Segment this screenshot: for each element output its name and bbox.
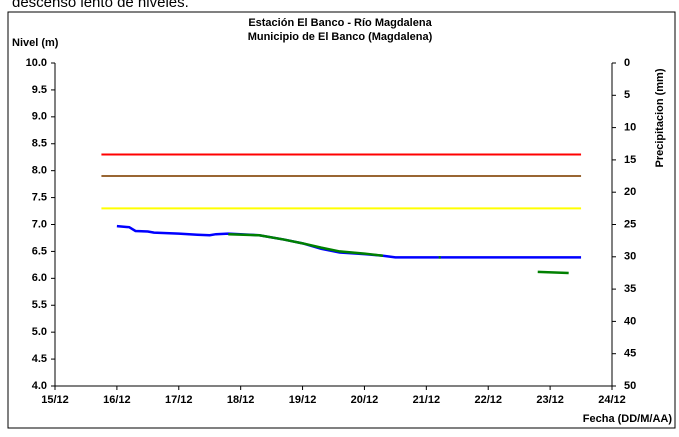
- x-tick-label: 19/12: [289, 394, 317, 406]
- x-tick-label: 23/12: [536, 394, 564, 406]
- y2-tick-label: 50: [624, 380, 636, 392]
- y2-axis-label: Precipitacion (mm): [654, 68, 666, 167]
- y-tick-label: 6.5: [32, 245, 47, 257]
- y2-tick-label: 45: [624, 348, 636, 360]
- x-tick-label: 21/12: [413, 394, 441, 406]
- y2-tick-label: 10: [624, 122, 636, 134]
- y-tick-label: 6.0: [32, 272, 47, 284]
- y2-tick-label: 0: [624, 57, 630, 69]
- x-tick-label: 17/12: [165, 394, 193, 406]
- y-tick-label: 4.0: [32, 380, 47, 392]
- x-axis-label: Fecha (DD/M/AA): [583, 413, 673, 425]
- y-axis-label: Nivel (m): [12, 37, 59, 49]
- x-tick-label: 20/12: [351, 394, 379, 406]
- y-tick-label: 9.5: [32, 84, 47, 96]
- y2-tick-label: 5: [624, 89, 630, 101]
- caption: descenso lento de niveles.: [12, 0, 189, 11]
- y-tick-label: 8.0: [32, 165, 47, 177]
- chart-frame: [7, 11, 676, 429]
- y2-tick-label: 25: [624, 218, 636, 230]
- y2-tick-label: 20: [624, 186, 636, 198]
- y2-tick-label: 15: [624, 154, 636, 166]
- x-tick-label: 24/12: [598, 394, 626, 406]
- y2-tick-label: 30: [624, 251, 636, 263]
- y-tick-label: 7.0: [32, 218, 47, 230]
- x-tick-label: 18/12: [227, 394, 255, 406]
- y-tick-label: 7.5: [32, 191, 47, 203]
- y-tick-label: 5.5: [32, 299, 47, 311]
- y-tick-label: 8.5: [32, 138, 47, 150]
- series-line: [228, 232, 569, 275]
- chart-title: Estación El Banco - Río Magdalena: [248, 17, 432, 29]
- y2-tick-label: 40: [624, 315, 636, 327]
- x-tick-label: 22/12: [474, 394, 502, 406]
- x-tick-label: 16/12: [103, 394, 131, 406]
- chart-subtitle: Municipio de El Banco (Magdalena): [248, 31, 433, 43]
- y2-tick-label: 35: [624, 283, 636, 295]
- x-tick-label: 15/12: [41, 394, 69, 406]
- y-tick-label: 5.0: [32, 326, 47, 338]
- y-tick-label: 10.0: [26, 57, 47, 69]
- y-tick-label: 4.5: [32, 353, 47, 365]
- y-tick-label: 9.0: [32, 111, 47, 123]
